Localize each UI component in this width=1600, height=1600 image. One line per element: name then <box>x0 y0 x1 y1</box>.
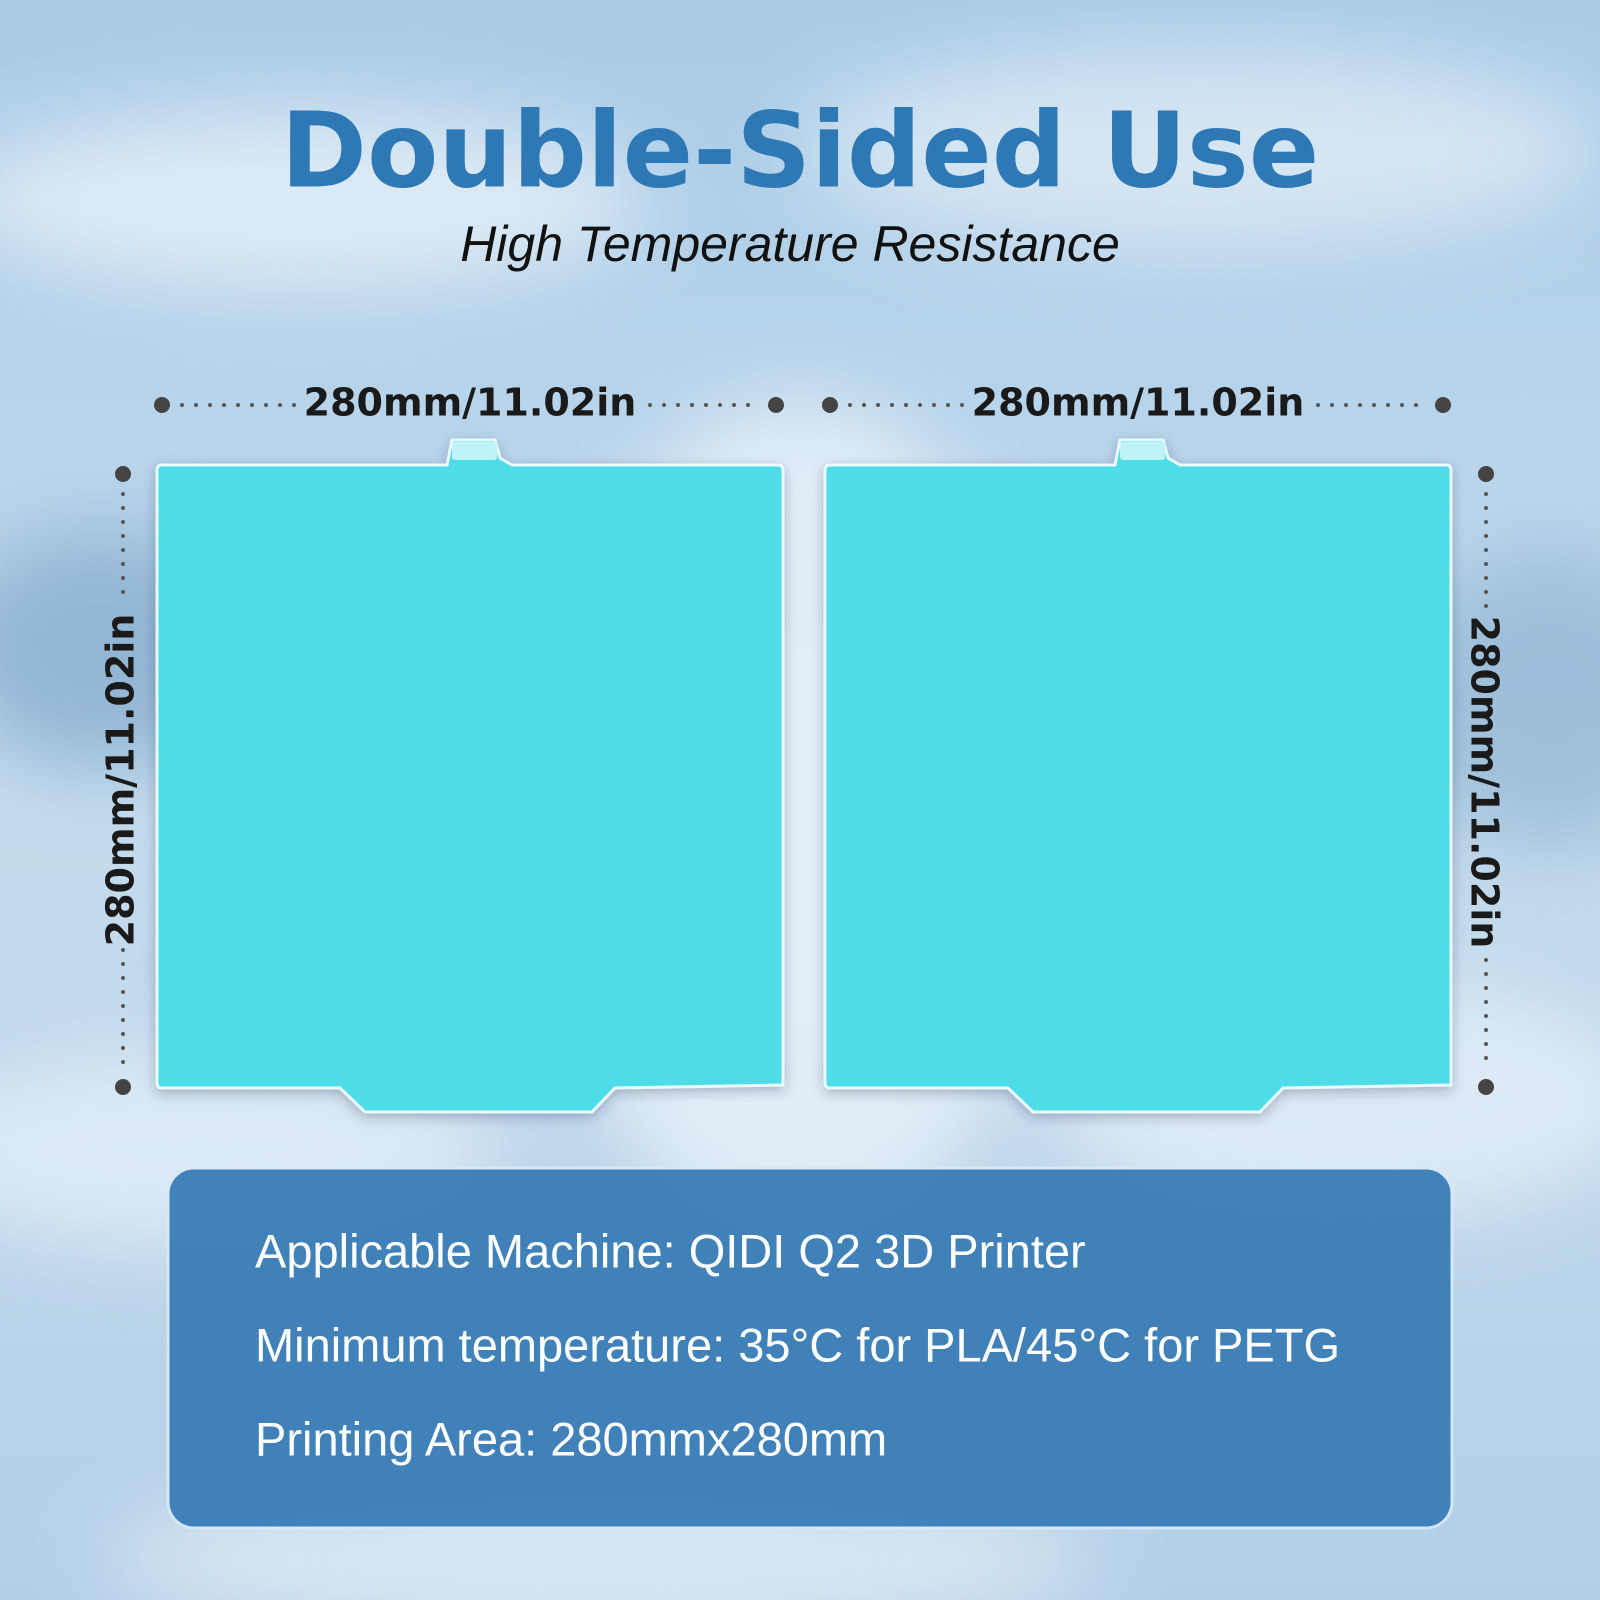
spec-line: Printing Area: 280mmx280mm <box>255 1412 887 1465</box>
height-label: 280mm/11.02in <box>99 614 143 947</box>
height-dimension: 280mm/11.02in <box>99 466 143 1095</box>
height-dimension: 280mm/11.02in <box>1463 466 1507 1095</box>
width-dimension: 280mm/11.02in <box>822 381 1451 425</box>
spec-line: Applicable Machine: QIDI Q2 3D Printer <box>255 1224 1086 1277</box>
info-box <box>166 1166 1454 1530</box>
width-label: 280mm/11.02in <box>972 381 1305 425</box>
plate <box>155 438 785 1114</box>
width-dimension: 280mm/11.02in <box>154 381 784 425</box>
spec-line: Minimum temperature: 35°C for PLA/45°C f… <box>255 1318 1340 1371</box>
title: Double-Sided Use <box>281 89 1320 211</box>
subtitle: High Temperature Resistance <box>460 216 1120 272</box>
plate <box>823 438 1453 1114</box>
height-label: 280mm/11.02in <box>1463 616 1507 949</box>
width-label: 280mm/11.02in <box>304 381 637 425</box>
